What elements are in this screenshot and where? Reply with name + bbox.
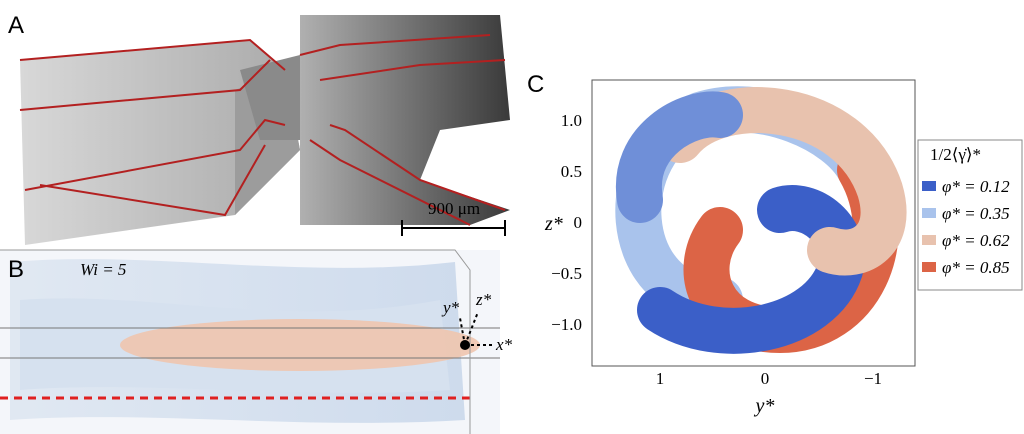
x-tick-label: 1 bbox=[656, 369, 665, 388]
legend-label: φ* = 0.35 bbox=[942, 204, 1010, 223]
legend-label: φ* = 0.85 bbox=[942, 258, 1010, 277]
y-tick-label: 0 bbox=[574, 213, 583, 232]
parameter: Wi = 5 bbox=[80, 260, 126, 279]
axis-label: z* bbox=[475, 290, 492, 309]
legend-label: φ* = 0.62 bbox=[942, 231, 1010, 250]
legend: 1/2⟨γ̇⟩* φ* = 0.12 φ* = 0.35 φ* = 0.62 φ* =… bbox=[918, 140, 1022, 290]
legend-swatch bbox=[922, 208, 936, 218]
legend-label: φ* = 0.12 bbox=[942, 177, 1010, 196]
x-axis-label: y* bbox=[754, 395, 775, 417]
core bbox=[120, 319, 480, 371]
legend-swatch bbox=[922, 181, 936, 191]
panel-a: A 900 μm bbox=[8, 12, 510, 245]
legend-swatch bbox=[922, 262, 936, 272]
panel-b: B Wi = 5 y* z* x* bbox=[0, 250, 513, 434]
legend-swatch bbox=[922, 235, 936, 245]
panel-label: A bbox=[8, 12, 24, 39]
y-tick-label: 1.0 bbox=[561, 111, 582, 130]
y-axis-label: z* bbox=[544, 213, 563, 235]
panel-label: C bbox=[527, 71, 544, 98]
scale-bar-label: 900 μm bbox=[428, 199, 480, 218]
x-tick-label: 0 bbox=[761, 369, 770, 388]
panel-c: C 1.0 0.5 0 −0.5 −1.0 1 0 −1 z* y* 1/2⟨γ… bbox=[527, 71, 1022, 417]
axis-label: y* bbox=[441, 298, 460, 317]
x-tick-label: −1 bbox=[864, 369, 882, 388]
y-tick-label: 0.5 bbox=[561, 162, 582, 181]
y-tick-label: −0.5 bbox=[551, 264, 582, 283]
legend-title: 1/2⟨γ̇⟩* bbox=[930, 145, 981, 164]
axis-label: x* bbox=[495, 335, 513, 354]
x-ticks: 1 0 −1 bbox=[656, 369, 882, 388]
panel-label: B bbox=[8, 256, 24, 283]
figure: A 900 μm B Wi = 5 y* z* x* C bbox=[0, 0, 1024, 434]
y-tick-label: −1.0 bbox=[551, 315, 582, 334]
